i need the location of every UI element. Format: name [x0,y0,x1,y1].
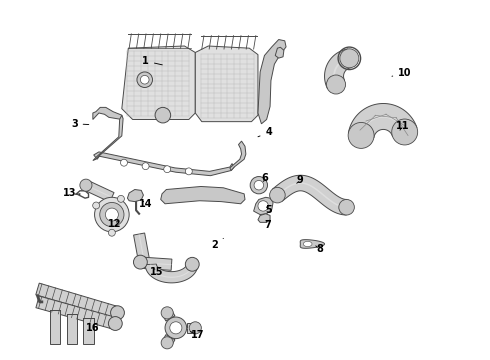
Text: 16: 16 [86,323,99,333]
Polygon shape [49,310,60,344]
Polygon shape [187,323,196,333]
Circle shape [161,337,173,349]
Circle shape [118,195,124,202]
Polygon shape [94,152,234,176]
Polygon shape [258,40,286,124]
Polygon shape [93,107,122,120]
Polygon shape [67,314,77,344]
Text: 6: 6 [261,173,268,183]
Circle shape [93,202,99,209]
Polygon shape [161,186,245,204]
Circle shape [340,49,359,68]
Circle shape [165,317,187,339]
Circle shape [133,255,147,269]
Circle shape [161,307,173,319]
Polygon shape [36,283,119,319]
Polygon shape [163,310,175,321]
Polygon shape [348,103,417,138]
Polygon shape [254,197,273,215]
Polygon shape [258,214,270,222]
Polygon shape [275,47,284,58]
Circle shape [185,257,199,271]
Text: 3: 3 [71,119,89,129]
Polygon shape [83,318,94,344]
Text: 5: 5 [266,205,272,215]
Circle shape [164,166,171,173]
Circle shape [142,163,149,170]
Polygon shape [163,334,175,345]
Polygon shape [300,240,324,248]
Circle shape [348,122,374,148]
Circle shape [392,119,417,145]
Polygon shape [303,241,312,247]
Circle shape [254,180,264,190]
Text: 2: 2 [211,238,223,250]
Text: 7: 7 [264,220,271,230]
Polygon shape [93,115,123,161]
Polygon shape [36,296,117,329]
Text: 10: 10 [392,68,412,78]
Polygon shape [145,264,198,283]
Circle shape [105,208,119,221]
Polygon shape [324,49,351,89]
Circle shape [141,75,149,84]
Text: 4: 4 [258,127,272,138]
Polygon shape [84,180,114,202]
Text: 17: 17 [191,330,204,340]
Circle shape [189,322,201,334]
Text: 12: 12 [108,219,121,229]
Circle shape [121,159,127,166]
Text: 8: 8 [316,244,323,254]
Circle shape [250,176,268,194]
Circle shape [326,75,345,94]
Circle shape [80,179,92,191]
Polygon shape [230,141,246,171]
Circle shape [111,306,124,320]
Text: 15: 15 [149,267,163,276]
Text: 1: 1 [142,56,162,66]
Text: 11: 11 [396,121,410,131]
Circle shape [137,72,152,87]
Circle shape [270,187,285,203]
Circle shape [108,316,122,330]
Circle shape [185,168,192,175]
Polygon shape [196,46,258,122]
Text: 9: 9 [297,175,304,185]
Circle shape [339,199,354,215]
Polygon shape [139,257,172,270]
Circle shape [258,201,269,211]
Circle shape [100,202,124,227]
Circle shape [95,197,129,232]
Circle shape [170,322,182,334]
Circle shape [108,229,115,236]
Polygon shape [134,233,150,263]
Polygon shape [272,175,347,215]
Polygon shape [122,46,196,120]
Text: 14: 14 [139,199,152,209]
Polygon shape [127,189,144,202]
Circle shape [155,107,171,123]
Text: 13: 13 [63,188,80,198]
